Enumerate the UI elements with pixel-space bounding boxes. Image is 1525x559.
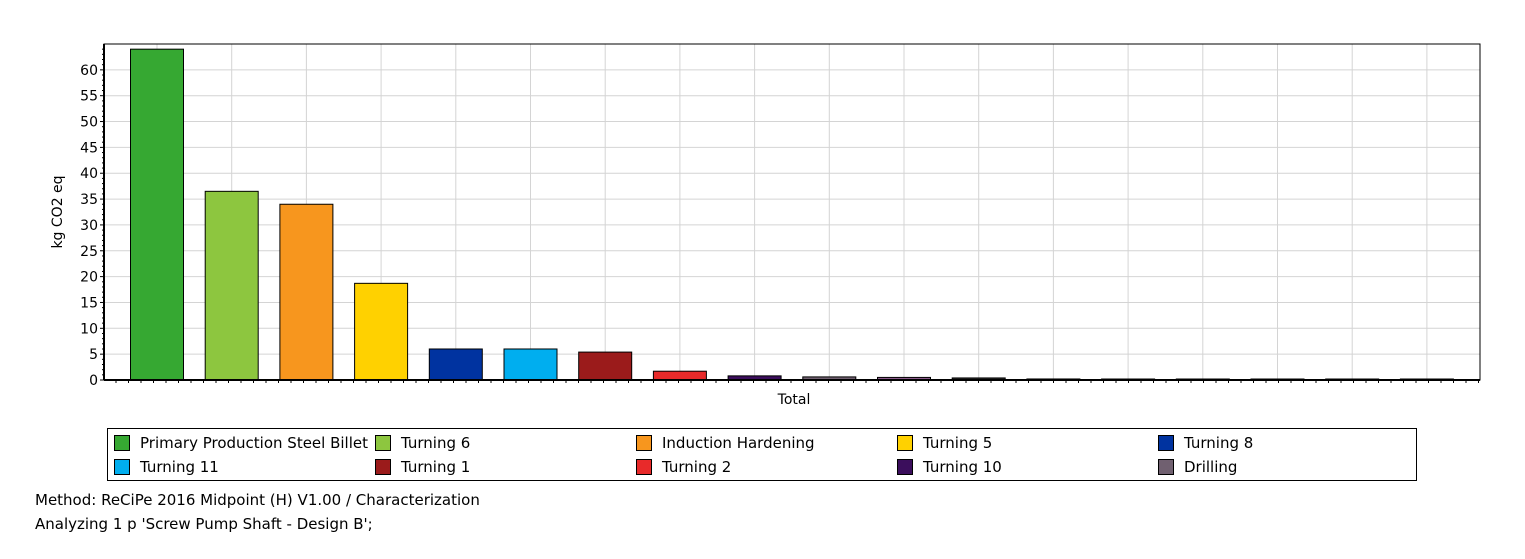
legend-label: Turning 6	[401, 434, 471, 452]
bar-turning-8	[428, 348, 483, 381]
legend-item: Drilling	[1158, 457, 1237, 477]
bar-turning-2	[652, 370, 707, 381]
bar-turning-1	[578, 351, 633, 381]
y-tick-label: 10	[80, 321, 98, 337]
bar-induction-hardening	[279, 203, 334, 381]
legend-swatch	[114, 459, 130, 475]
bar-turning-5	[354, 282, 409, 381]
y-tick-label: 40	[80, 166, 98, 182]
legend-label: Turning 11	[140, 458, 219, 476]
legend-item: Turning 11	[114, 457, 219, 477]
legend-item: Turning 2	[636, 457, 731, 477]
y-tick-label: 0	[89, 373, 98, 389]
bar-turning-11	[503, 348, 558, 381]
legend-label: Turning 1	[401, 458, 471, 476]
legend-swatch	[375, 459, 391, 475]
y-axis-label: kg CO2 eq	[50, 175, 66, 248]
bars-group	[130, 48, 1454, 381]
axes-group	[100, 43, 1481, 383]
y-tick-label: 45	[80, 140, 98, 156]
analyzing-text: Analyzing 1 p 'Screw Pump Shaft - Design…	[35, 515, 373, 533]
legend-swatch	[897, 459, 913, 475]
legend-swatch	[1158, 459, 1174, 475]
method-text: Method: ReCiPe 2016 Midpoint (H) V1.00 /…	[35, 491, 480, 509]
legend-label: Primary Production Steel Billet	[140, 434, 369, 452]
legend-label: Induction Hardening	[662, 434, 815, 452]
y-tick-labels: 0 5 10 15 20 25 30 35 40 45 50 55 60	[80, 63, 98, 389]
y-tick-label: 15	[80, 295, 98, 311]
legend-swatch	[897, 435, 913, 451]
legend-label: Turning 5	[923, 434, 993, 452]
y-tick-label: 50	[80, 115, 98, 131]
legend: Primary Production Steel Billet Turning 6…	[107, 428, 1417, 481]
legend-item: Turning 10	[897, 457, 1002, 477]
bar-chart: 0 5 10 15 20 25 30 35 40 45 50 55 60 kg CO2 eq Total	[50, 43, 1481, 408]
y-tick-label: 60	[80, 63, 98, 79]
y-tick-label: 30	[80, 218, 98, 234]
bar-primary-production-steel-billet	[130, 48, 184, 381]
legend-swatch	[375, 435, 391, 451]
y-tick-label: 20	[80, 270, 98, 286]
legend-label: Turning 2	[662, 458, 732, 476]
y-tick-label: 55	[80, 89, 98, 105]
legend-item: Induction Hardening	[636, 433, 815, 453]
y-tick-label: 35	[80, 192, 98, 208]
bar-turning-6	[204, 190, 259, 381]
legend-item: Turning 8	[1158, 433, 1253, 453]
legend-item: Primary Production Steel Billet	[114, 433, 368, 453]
y-tick-label: 5	[89, 347, 98, 363]
legend-swatch	[636, 435, 652, 451]
legend-item: Turning 1	[375, 457, 470, 477]
legend-item: Turning 6	[375, 433, 470, 453]
legend-label: Drilling	[1184, 458, 1238, 476]
y-tick-label: 25	[80, 244, 98, 260]
legend-label: Turning 10	[923, 458, 1002, 476]
legend-item: Turning 5	[897, 433, 992, 453]
legend-label: Turning 8	[1184, 434, 1254, 452]
legend-swatch	[114, 435, 130, 451]
x-axis-label: Total	[777, 392, 811, 408]
legend-swatch	[1158, 435, 1174, 451]
legend-swatch	[636, 459, 652, 475]
